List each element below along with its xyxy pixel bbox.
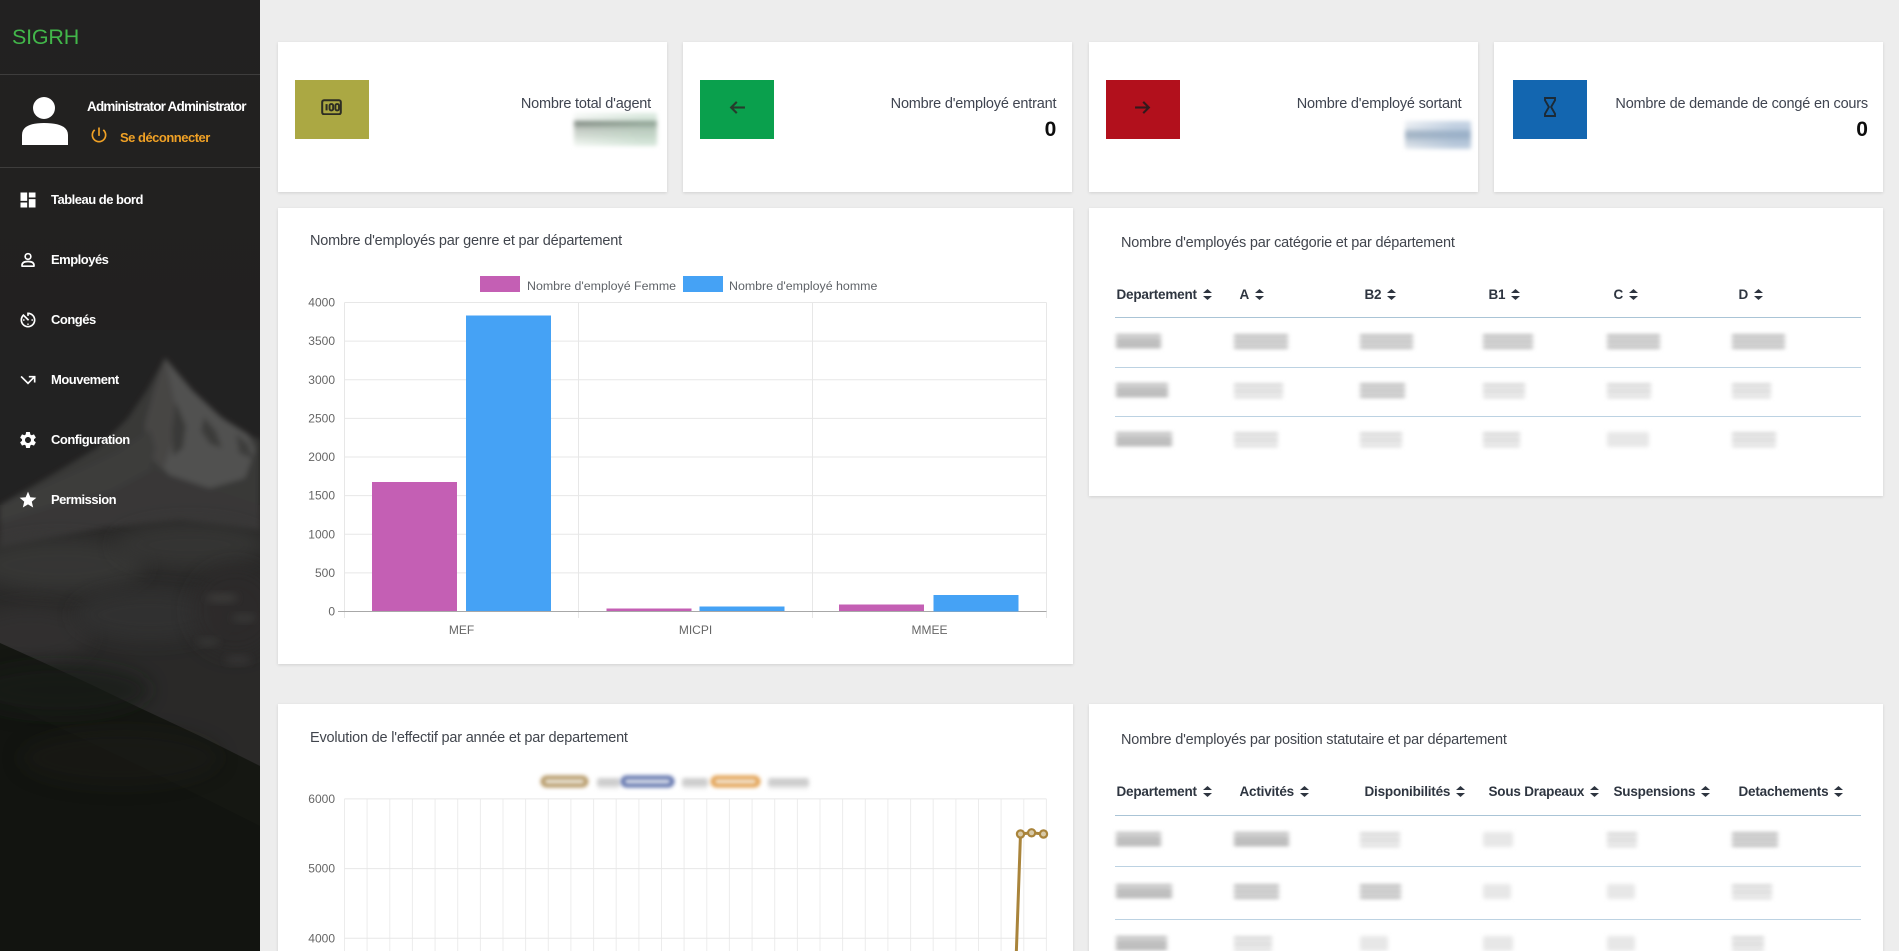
svg-text:MICPI: MICPI bbox=[679, 623, 712, 637]
svg-text:4000: 4000 bbox=[308, 931, 335, 945]
svg-text:5000: 5000 bbox=[308, 862, 335, 876]
svg-text:4000: 4000 bbox=[308, 296, 335, 310]
svg-text:2000: 2000 bbox=[308, 450, 335, 464]
svg-text:MMEE: MMEE bbox=[912, 623, 948, 637]
svg-text:2500: 2500 bbox=[308, 411, 335, 425]
svg-text:0: 0 bbox=[328, 605, 335, 619]
svg-text:500: 500 bbox=[315, 566, 335, 580]
svg-text:1000: 1000 bbox=[308, 527, 335, 541]
svg-text:MEF: MEF bbox=[449, 623, 474, 637]
svg-text:6000: 6000 bbox=[308, 792, 335, 806]
svg-text:3000: 3000 bbox=[308, 373, 335, 387]
svg-text:1500: 1500 bbox=[308, 489, 335, 503]
svg-text:3500: 3500 bbox=[308, 334, 335, 348]
